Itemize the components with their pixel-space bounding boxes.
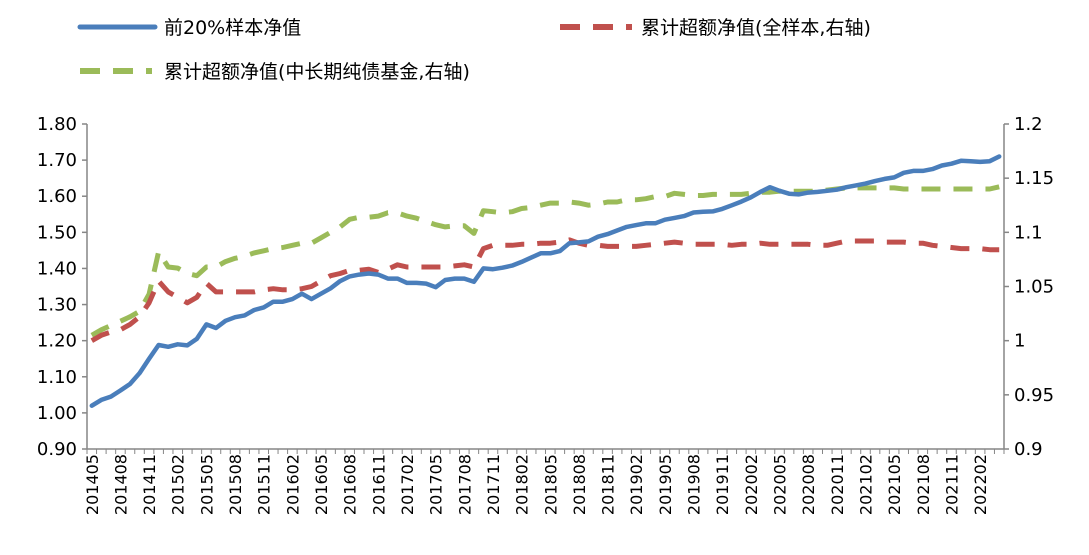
x-tick-label: 201708 xyxy=(455,454,474,515)
legend-label-excess-all: 累计超额净值(全样本,右轴) xyxy=(641,17,871,39)
y-left-tick-label: 0.90 xyxy=(37,439,77,460)
legend-item-excess-all: 累计超额净值(全样本,右轴) xyxy=(560,17,871,39)
x-tick-label: 202011 xyxy=(828,454,847,515)
x-tick-label: 202002 xyxy=(742,454,761,515)
x-tick-label: 202105 xyxy=(885,454,904,515)
x-tick-label: 201902 xyxy=(627,454,646,515)
y-left-axis: 0.90 1.00 1.10 1.20 1.30 1.40 1.50 1.60 1.70 1.80 xyxy=(37,114,87,460)
y-right-tick-label: 1.2 xyxy=(1014,114,1043,135)
legend-item-excess-bond: 累计超额净值(中长期纯债基金,右轴) xyxy=(80,61,470,83)
y-right-tick-label: 1.1 xyxy=(1014,222,1043,243)
x-tick-label: 201808 xyxy=(570,454,589,515)
y-right-tick-label: 0.9 xyxy=(1014,439,1043,460)
y-right-tick-label: 1.05 xyxy=(1014,277,1054,298)
x-tick-label: 201705 xyxy=(427,454,446,515)
legend-label-top20: 前20%样本净值 xyxy=(164,17,301,39)
x-tick-label: 201611 xyxy=(369,454,388,515)
series-line-0 xyxy=(89,154,1002,408)
x-tick-label: 202005 xyxy=(771,454,790,515)
x-tick-label: 201702 xyxy=(398,454,417,515)
x-tick-label: 201802 xyxy=(513,454,532,515)
x-tick-label: 202111 xyxy=(942,454,961,515)
y-right-tick-label: 0.95 xyxy=(1014,385,1054,406)
x-tick-label: 201502 xyxy=(169,454,188,515)
x-tick-label: 202202 xyxy=(971,454,990,515)
x-tick-label: 202108 xyxy=(914,454,933,515)
legend-label-excess-bond: 累计超额净值(中长期纯债基金,右轴) xyxy=(164,61,470,83)
y-left-tick-label: 1.50 xyxy=(37,222,77,243)
y-left-tick-label: 1.60 xyxy=(37,186,77,207)
y-left-tick-label: 1.40 xyxy=(37,258,77,279)
y-left-tick-label: 1.10 xyxy=(37,367,77,388)
x-tick-label: 201505 xyxy=(197,454,216,515)
x-tick-label: 201508 xyxy=(226,454,245,515)
y-left-tick-label: 1.30 xyxy=(37,295,77,316)
x-tick-label: 201605 xyxy=(312,454,331,515)
x-tick-label: 202008 xyxy=(799,454,818,515)
legend: 前20%样本净值 累计超额净值(全样本,右轴) 累计超额净值(中长期纯债基金,右… xyxy=(77,17,871,83)
y-right-tick-label: 1.15 xyxy=(1014,168,1054,189)
x-tick-label: 201602 xyxy=(283,454,302,515)
y-left-tick-label: 1.20 xyxy=(37,331,77,352)
y-left-tick-label: 1.00 xyxy=(37,403,77,424)
x-tick-label: 201608 xyxy=(341,454,360,515)
x-tick-label: 201511 xyxy=(255,454,274,515)
x-tick-label: 201911 xyxy=(713,454,732,515)
series-line-2 xyxy=(90,184,1000,338)
y-right-tick-label: 1 xyxy=(1014,331,1025,352)
x-tick-label: 201711 xyxy=(484,454,503,515)
series-line-1 xyxy=(90,237,1000,343)
x-tick-label: 201411 xyxy=(140,454,159,515)
x-tick-label: 201811 xyxy=(599,454,618,515)
y-left-tick-label: 1.70 xyxy=(37,150,77,171)
x-tick-label: 201405 xyxy=(83,454,102,515)
legend-item-top20: 前20%样本净值 xyxy=(77,17,301,39)
y-right-axis: 0.9 0.95 1 1.05 1.1 1.15 1.2 xyxy=(1004,114,1054,460)
x-tick-label: 201408 xyxy=(111,454,130,515)
x-tick-label: 201805 xyxy=(541,454,560,515)
x-axis: 201405 201408 201411 201502 201505 201508 2015… xyxy=(83,449,1005,515)
plot-lines xyxy=(89,154,1002,408)
x-tick-label: 201905 xyxy=(656,454,675,515)
x-tick-label: 202102 xyxy=(856,454,875,515)
y-left-tick-label: 1.80 xyxy=(37,114,77,135)
axes xyxy=(86,124,1005,450)
x-tick-label: 201908 xyxy=(685,454,704,515)
